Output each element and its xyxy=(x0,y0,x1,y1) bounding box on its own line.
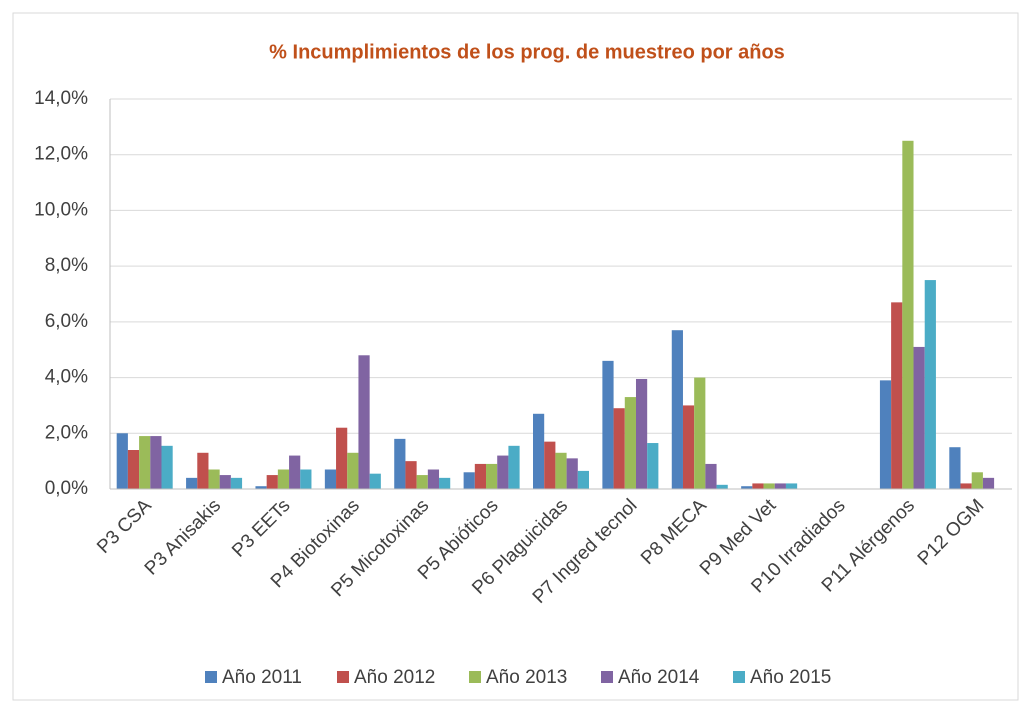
legend-swatch xyxy=(337,671,349,683)
legend-label: Año 2013 xyxy=(486,667,567,688)
bar xyxy=(694,377,706,489)
bar xyxy=(971,472,983,489)
legend-label: Año 2014 xyxy=(618,667,700,688)
bar xyxy=(230,477,243,489)
bar xyxy=(879,380,892,489)
bar xyxy=(949,447,961,489)
bar xyxy=(774,483,786,489)
bar xyxy=(277,469,290,489)
bar xyxy=(785,483,798,489)
bar xyxy=(544,441,556,489)
y-tick-label: 12,0% xyxy=(34,144,88,165)
legend-label: Año 2012 xyxy=(354,667,435,688)
bar xyxy=(716,484,728,489)
bar xyxy=(486,463,498,489)
bar xyxy=(266,475,278,489)
y-tick-label: 0,0% xyxy=(45,478,88,499)
bar xyxy=(427,469,440,489)
chart-border xyxy=(12,12,1019,701)
bar xyxy=(255,486,267,489)
legend-label: Año 2011 xyxy=(222,667,302,688)
bar xyxy=(924,280,936,489)
legend-label: Año 2015 xyxy=(750,667,831,688)
bar xyxy=(439,477,451,489)
bar xyxy=(139,436,151,489)
bar xyxy=(566,458,578,489)
bar xyxy=(913,346,925,489)
bar xyxy=(763,483,775,489)
bar xyxy=(197,452,209,489)
bar xyxy=(416,475,428,489)
bar xyxy=(150,436,162,489)
bar xyxy=(508,445,520,489)
bar xyxy=(289,455,301,489)
bar xyxy=(555,452,567,489)
legend-swatch xyxy=(469,671,481,683)
legend-swatch xyxy=(601,671,613,683)
bar xyxy=(752,483,764,489)
y-tick-label: 6,0% xyxy=(45,311,88,332)
y-tick-label: 14,0% xyxy=(34,88,88,109)
bar xyxy=(336,427,348,489)
bar xyxy=(705,463,717,489)
bar xyxy=(208,469,220,489)
bar xyxy=(394,438,406,489)
bar xyxy=(891,302,903,489)
bar xyxy=(635,378,648,489)
bar xyxy=(161,445,173,489)
bar xyxy=(358,355,370,489)
bar xyxy=(300,469,312,489)
bar xyxy=(613,408,625,489)
legend-swatch xyxy=(733,671,745,683)
y-tick-label: 2,0% xyxy=(45,422,88,443)
bar xyxy=(624,397,636,489)
bar xyxy=(369,473,381,489)
bar xyxy=(127,450,140,489)
bar xyxy=(347,452,359,489)
bar xyxy=(324,469,337,489)
bar xyxy=(533,413,545,489)
bar xyxy=(463,472,475,489)
bar xyxy=(474,463,487,489)
bar xyxy=(602,360,614,489)
bar xyxy=(741,486,753,489)
bar xyxy=(116,433,128,489)
legend-swatch xyxy=(205,671,217,683)
bar xyxy=(982,477,995,489)
bar xyxy=(405,461,417,489)
bar xyxy=(577,470,589,489)
bar xyxy=(219,475,231,489)
bar xyxy=(497,455,509,489)
bar xyxy=(647,443,659,489)
bar xyxy=(960,483,972,489)
bar xyxy=(671,330,683,489)
bar xyxy=(186,477,198,489)
y-tick-label: 8,0% xyxy=(45,255,88,276)
y-tick-label: 10,0% xyxy=(34,199,88,220)
bar xyxy=(902,140,914,490)
chart-title: % Incumplimientos de los prog. de muestr… xyxy=(269,41,785,63)
y-tick-label: 4,0% xyxy=(45,367,88,388)
bar xyxy=(682,405,695,489)
